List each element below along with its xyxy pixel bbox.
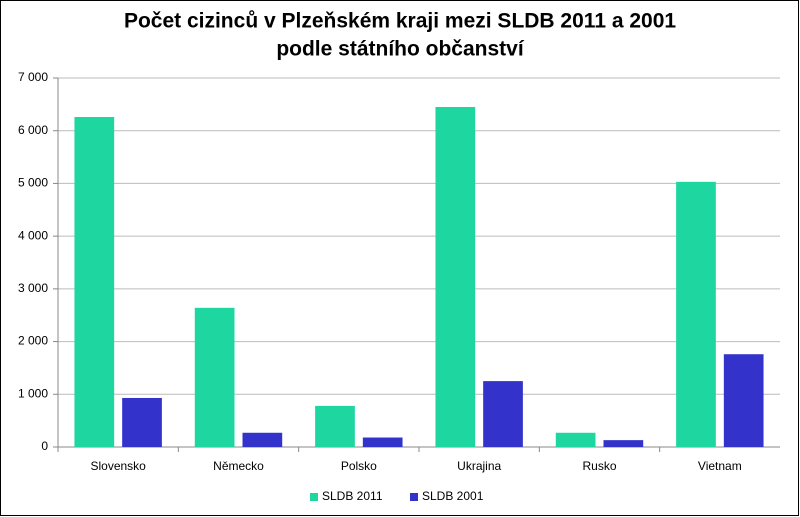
- y-tick-label: 2 000: [18, 334, 48, 348]
- x-tick-label: Vietnam: [698, 459, 742, 473]
- bar: [194, 307, 235, 447]
- x-tick-label: Polsko: [341, 459, 377, 473]
- y-tick-label: 0: [41, 439, 48, 453]
- chart-title: podle státního občanství: [276, 38, 525, 61]
- bar: [122, 397, 162, 447]
- bar: [723, 354, 764, 447]
- bar: [242, 432, 283, 447]
- x-tick-label: Rusko: [582, 459, 616, 473]
- x-tick-label: Slovensko: [90, 459, 146, 473]
- x-tick-label: Ukrajina: [457, 459, 501, 473]
- bar: [555, 432, 596, 447]
- chart-title: Počet cizinců v Plzeňském kraji mezi SLD…: [124, 10, 676, 33]
- bar: [362, 437, 403, 447]
- bar: [676, 181, 716, 447]
- legend-label: SLDB 2001: [422, 489, 484, 503]
- legend-label: SLDB 2011: [322, 489, 383, 503]
- y-tick-label: 3 000: [18, 281, 48, 295]
- x-tick-label: Německo: [213, 459, 264, 473]
- bar: [315, 405, 355, 447]
- bar: [483, 381, 523, 447]
- y-tick-label: 4 000: [18, 228, 48, 242]
- bar: [74, 117, 115, 447]
- y-tick-label: 5 000: [18, 176, 48, 190]
- bar: [603, 440, 644, 447]
- y-tick-label: 1 000: [18, 386, 48, 400]
- legend-swatch: [310, 493, 318, 501]
- bar: [435, 106, 476, 447]
- legend-swatch: [410, 493, 418, 501]
- y-tick-label: 6 000: [18, 123, 48, 137]
- y-tick-label: 7 000: [18, 70, 48, 84]
